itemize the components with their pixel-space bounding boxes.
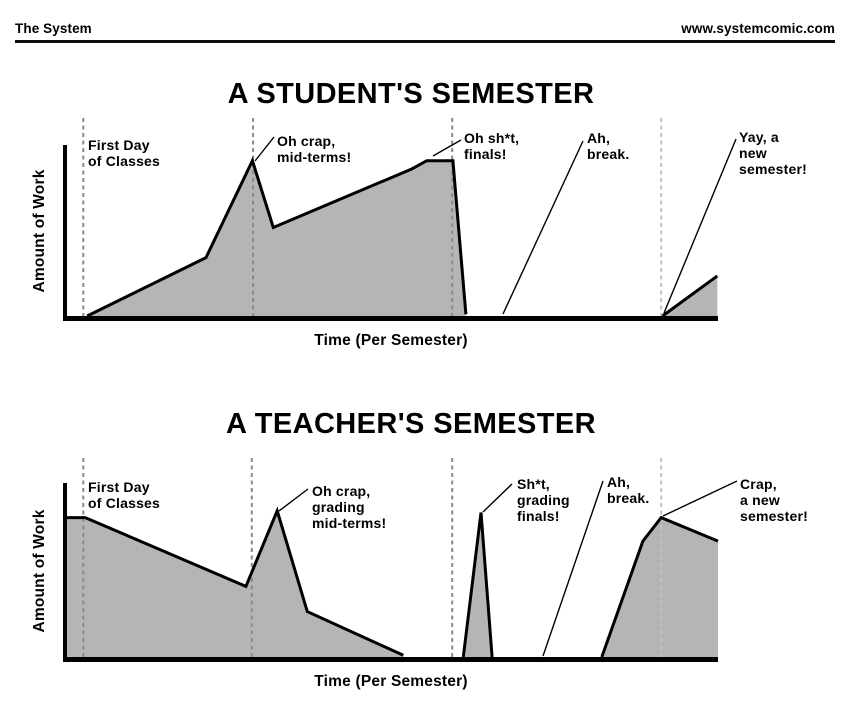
annotation-text: of Classes — [88, 495, 161, 511]
teacher-annotation-break: Ah, break. — [607, 474, 649, 506]
annotation-text: Oh crap, — [312, 483, 371, 499]
annotation-text: finals! — [464, 146, 507, 162]
teacher-annotation-grading-midterms: Oh crap, grading mid-terms! — [312, 483, 386, 531]
teacher-annotation-new-semester: Crap, a new semester! — [740, 476, 808, 524]
student-y-axis-label: Amount of Work — [31, 169, 48, 293]
student-x-axis-label: Time (Per Semester) — [314, 332, 468, 349]
annotation-pointer-line — [432, 139, 462, 157]
annotation-text: Oh sh*t, — [464, 130, 520, 146]
annotation-text: of Classes — [88, 153, 161, 169]
annotation-text: First Day — [88, 137, 150, 153]
teacher-grading-finals-spike-area — [463, 512, 493, 657]
header-divider — [15, 40, 835, 43]
annotation-text: mid-terms! — [312, 515, 387, 531]
annotation-pointer-line — [542, 480, 604, 657]
annotation-pointer-line — [662, 480, 738, 517]
teacher-annotation-first-day: First Day of Classes — [88, 479, 160, 511]
annotation-text: grading — [517, 492, 570, 508]
student-annotation-new-semester: Yay, a new semester! — [739, 129, 807, 177]
annotation-pointer-line — [502, 140, 584, 315]
annotation-pointer-line — [482, 483, 513, 513]
annotation-pointer-line — [254, 136, 275, 162]
student-annotation-break: Ah, break. — [587, 130, 629, 162]
teacher-semester-workload-area — [65, 510, 404, 657]
annotation-text: Oh crap, — [277, 133, 336, 149]
teacher-next-semester-line — [600, 515, 719, 658]
annotation-text: Ah, — [607, 474, 631, 490]
student-semester-workload-area — [87, 160, 466, 316]
annotation-text: Yay, a — [739, 129, 779, 145]
annotation-text: grading — [312, 499, 365, 515]
teacher-annotation-grading-finals: Sh*t, grading finals! — [517, 476, 570, 524]
student-next-semester-line — [661, 274, 719, 318]
annotation-text: a new — [740, 492, 780, 508]
annotation-text: Crap, — [740, 476, 777, 492]
annotation-text: break. — [607, 490, 650, 506]
teacher-y-axis-label: Amount of Work — [31, 509, 48, 633]
comic-brand: The System — [15, 21, 92, 36]
student-annotation-midterms: Oh crap, mid-terms! — [277, 133, 351, 165]
student-annotation-finals: Oh sh*t, finals! — [464, 130, 519, 162]
annotation-pointer-line — [663, 138, 737, 314]
annotation-text: mid-terms! — [277, 149, 352, 165]
annotation-text: First Day — [88, 479, 150, 495]
teacher-next-semester-area — [601, 517, 718, 657]
student-chart-title: A STUDENT'S SEMESTER — [227, 78, 595, 110]
annotation-text: break. — [587, 146, 630, 162]
teacher-semester-workload-line — [65, 506, 404, 657]
annotation-text: semester! — [740, 508, 808, 524]
teacher-chart-title: A TEACHER'S SEMESTER — [226, 408, 596, 440]
annotation-text: semester! — [739, 161, 807, 177]
student-annotation-first-day: First Day of Classes — [88, 137, 160, 169]
comic-website: www.systemcomic.com — [681, 21, 835, 36]
annotation-text: Sh*t, — [517, 476, 550, 492]
annotation-text: Ah, — [587, 130, 611, 146]
student-semester-workload-line — [86, 156, 468, 318]
annotation-text: finals! — [517, 508, 560, 524]
annotation-text: new — [739, 145, 767, 161]
teacher-grading-finals-spike-line — [461, 512, 494, 658]
teacher-x-axis-label: Time (Per Semester) — [314, 673, 468, 690]
annotation-pointer-line — [278, 488, 309, 512]
